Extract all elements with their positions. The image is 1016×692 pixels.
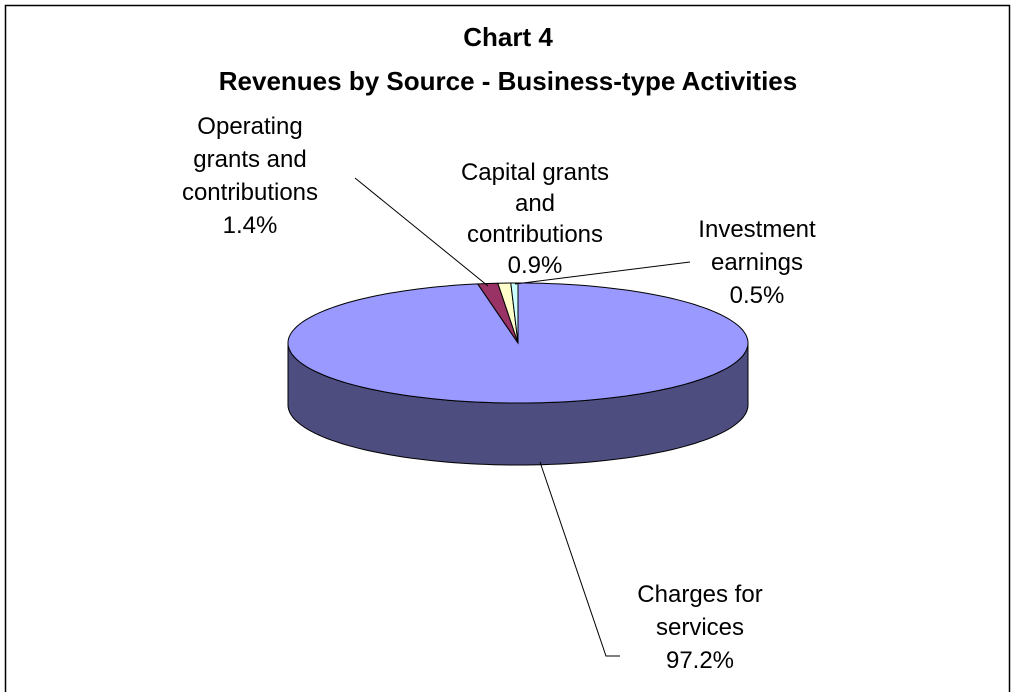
leader-line xyxy=(514,261,691,285)
category-label: Capital grants and contributions xyxy=(460,159,610,248)
slice-label: Capital grants and contributions 0.9% xyxy=(452,157,618,281)
chart-subtitle: Revenues by Source - Business-type Activ… xyxy=(218,66,798,96)
value-label: 1.4% xyxy=(222,212,278,239)
category-label: Investment earnings xyxy=(698,216,816,276)
chart-title: Chart 4 xyxy=(463,22,553,52)
leader-lines xyxy=(354,177,691,657)
leader-line xyxy=(354,177,489,287)
slice-label: Charges for services 97.2% xyxy=(620,578,780,677)
value-label: 0.9% xyxy=(507,252,563,279)
leader-line xyxy=(539,461,620,657)
value-label: 97.2% xyxy=(665,647,735,674)
chart-frame xyxy=(4,4,1011,692)
category-label: Charges for services xyxy=(637,581,763,641)
pie xyxy=(287,282,749,466)
slice-label: Investment earnings 0.5% xyxy=(682,213,832,312)
pie-slice xyxy=(510,282,519,344)
slice-label: Operating grants and contributions 1.4% xyxy=(175,110,325,242)
category-label: Operating grants and contributions xyxy=(181,113,319,206)
value-label: 0.5% xyxy=(729,282,785,309)
